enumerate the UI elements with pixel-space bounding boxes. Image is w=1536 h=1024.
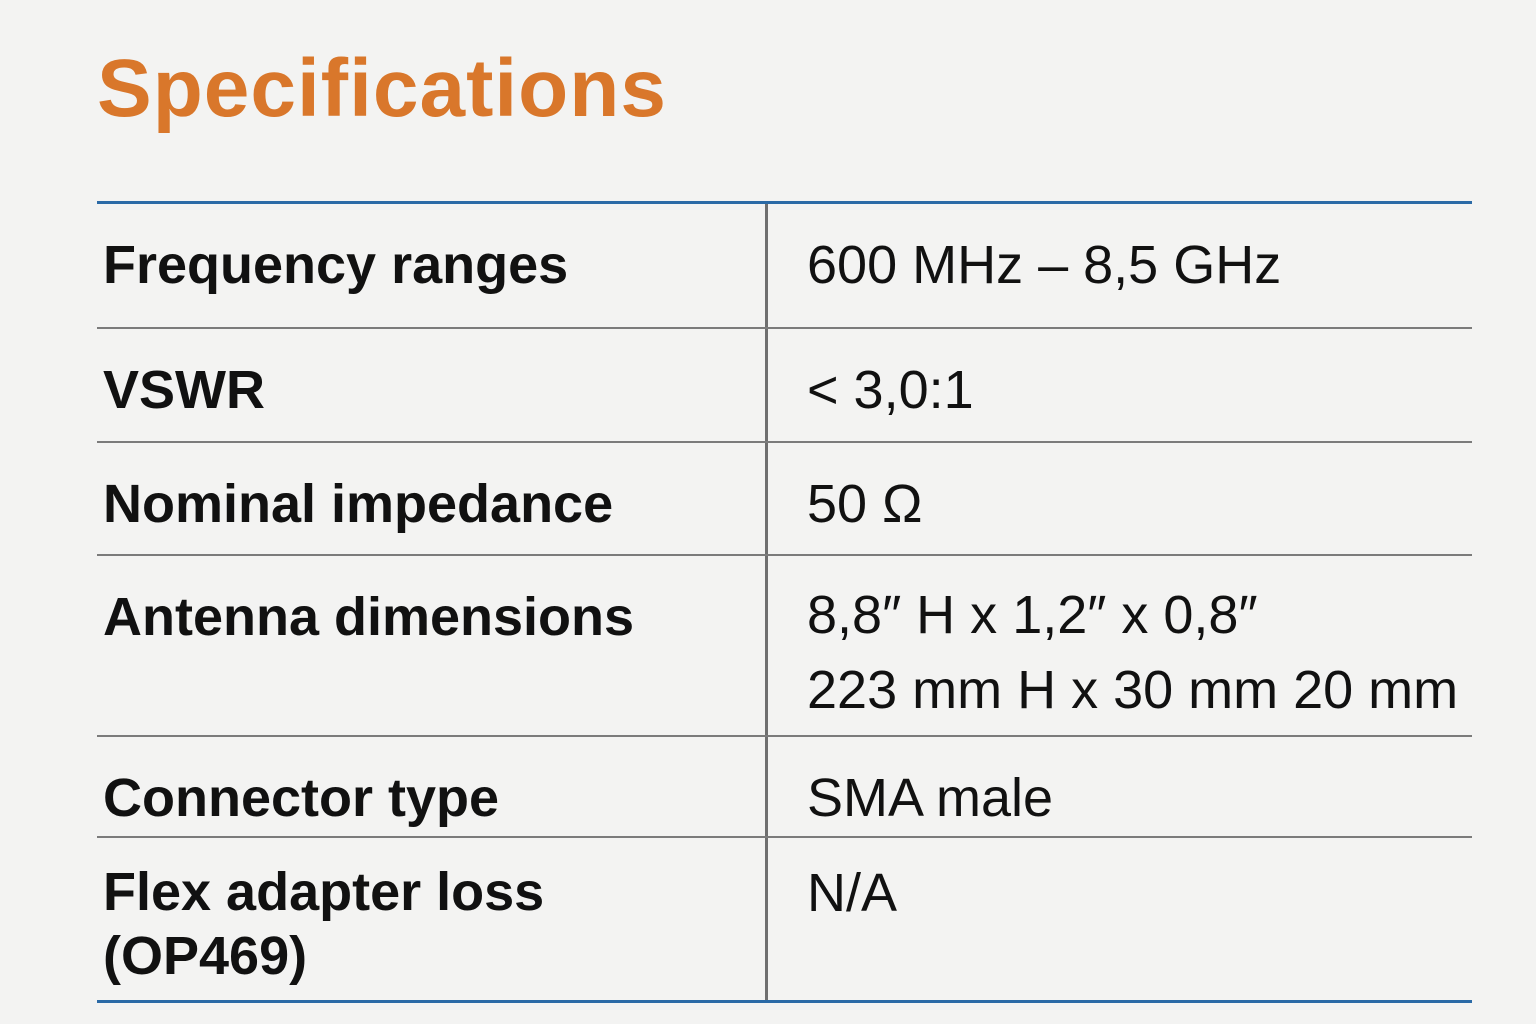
label-line: VSWR (103, 360, 265, 420)
spec-value: 50 Ω (807, 471, 922, 537)
label-line: Frequency ranges (103, 235, 569, 295)
spec-label: Frequency ranges (103, 232, 568, 298)
label-line: Nominal impedance (103, 474, 614, 534)
column-divider (765, 838, 768, 1000)
value-line: N/A (807, 863, 898, 923)
value-line: 600 MHz – 8,5 GHz (807, 235, 1282, 295)
title: Specifications (97, 43, 667, 134)
spec-row: Flex adapter loss (OP469) N/A (97, 836, 1472, 1000)
spec-row: Frequency ranges 600 MHz – 8,5 GHz (97, 204, 1472, 327)
spec-label: Connector type (103, 765, 499, 831)
spec-label: VSWR (103, 357, 265, 423)
column-divider (765, 329, 768, 441)
column-divider (765, 556, 768, 735)
spec-value: N/A (807, 860, 897, 926)
column-divider (765, 443, 768, 554)
label-line: Antenna dimensions (103, 587, 635, 647)
spec-value: 8,8″ H x 1,2″ x 0,8″ 223 mm H x 30 mm 20 … (807, 578, 1458, 728)
value-line: 223 mm H x 30 mm 20 mm (807, 660, 1459, 720)
spec-row: Nominal impedance 50 Ω (97, 441, 1472, 554)
value-line: 8,8″ H x 1,2″ x 0,8″ (807, 585, 1258, 645)
column-divider (765, 204, 768, 327)
label-line: (OP469) (103, 926, 308, 986)
spec-row: Antenna dimensions 8,8″ H x 1,2″ x 0,8″ 22… (97, 554, 1472, 735)
spec-label: Flex adapter loss (OP469) (103, 860, 544, 988)
spec-value: 600 MHz – 8,5 GHz (807, 232, 1281, 298)
spec-table: Frequency ranges 600 MHz – 8,5 GHz VSWR < 3… (97, 201, 1472, 1003)
spec-row: Connector type SMA male (97, 735, 1472, 836)
value-line: 50 Ω (807, 474, 923, 534)
spec-value: SMA male (807, 765, 1053, 831)
label-line: Connector type (103, 768, 500, 828)
spec-value: < 3,0:1 (807, 357, 974, 423)
spec-label: Antenna dimensions (103, 584, 634, 650)
spec-row: VSWR < 3,0:1 (97, 327, 1472, 441)
column-divider (765, 737, 768, 836)
label-line: Flex adapter loss (103, 862, 545, 922)
value-line: SMA male (807, 768, 1054, 828)
value-line: < 3,0:1 (807, 360, 974, 420)
spec-label: Nominal impedance (103, 471, 613, 537)
